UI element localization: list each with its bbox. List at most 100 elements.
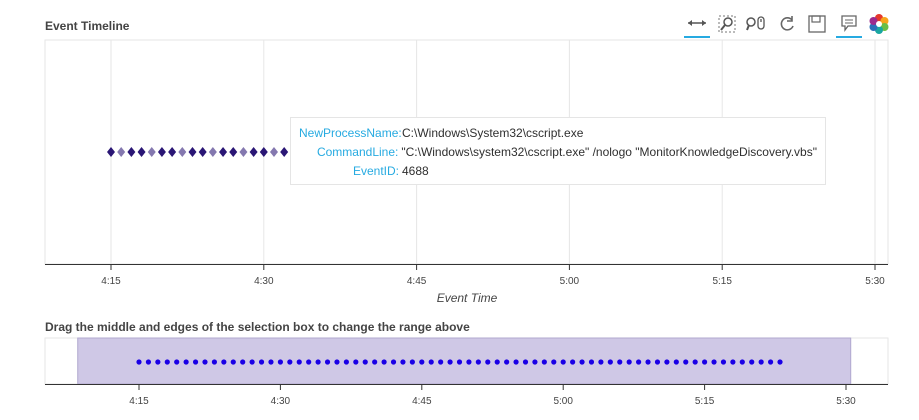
range-event-point xyxy=(532,359,538,365)
range-event-point xyxy=(419,359,425,365)
range-event-point xyxy=(296,359,302,365)
event-point[interactable] xyxy=(168,147,177,157)
range-event-point xyxy=(494,359,500,365)
event-point[interactable] xyxy=(239,147,248,157)
event-point[interactable] xyxy=(137,147,146,157)
hover-icon xyxy=(841,15,857,32)
range-event-point xyxy=(428,359,434,365)
bokeh-logo-icon xyxy=(869,14,889,34)
range-event-point xyxy=(447,359,453,365)
event-point[interactable] xyxy=(280,147,289,157)
range-event-point xyxy=(692,359,698,365)
event-point[interactable] xyxy=(127,147,136,157)
range-event-point xyxy=(636,359,642,365)
tooltip-row: CommandLine: "C:\Windows\system32\cscript… xyxy=(299,143,817,162)
range-event-point xyxy=(551,359,557,365)
range-event-point xyxy=(409,359,415,365)
range-event-point xyxy=(334,359,340,365)
range-event-point xyxy=(541,359,547,365)
event-point[interactable] xyxy=(259,147,268,157)
save-button[interactable] xyxy=(804,10,830,38)
pan-tool-button[interactable] xyxy=(684,10,710,38)
hover-tooltip: NewProcessName: C:\Windows\System32\cscri… xyxy=(290,117,826,185)
range-tick-label: 5:15 xyxy=(695,396,715,407)
range-event-point xyxy=(664,359,670,365)
range-event-point xyxy=(598,359,604,365)
range-event-point xyxy=(456,359,463,365)
range-event-point xyxy=(475,359,481,365)
tooltip-row: EventID: 4688 xyxy=(299,162,817,181)
range-event-point xyxy=(767,359,774,365)
range-tick-label: 4:45 xyxy=(412,396,432,407)
chart-toolbar xyxy=(680,10,900,40)
event-point[interactable] xyxy=(208,147,217,157)
range-event-point xyxy=(513,359,519,365)
range-event-point xyxy=(570,359,576,365)
range-event-point xyxy=(192,359,199,365)
event-point[interactable] xyxy=(219,147,228,157)
event-point[interactable] xyxy=(188,147,197,157)
event-point[interactable] xyxy=(147,147,156,157)
event-point[interactable] xyxy=(157,147,166,157)
range-event-point xyxy=(758,359,764,365)
range-event-point xyxy=(466,359,472,365)
tooltip-row: NewProcessName: C:\Windows\System32\cscri… xyxy=(299,124,817,143)
event-point[interactable] xyxy=(269,147,278,157)
range-event-point xyxy=(306,359,312,365)
main-x-axis-label: Event Time xyxy=(437,291,498,305)
event-point[interactable] xyxy=(229,147,238,157)
range-event-point xyxy=(353,359,359,365)
range-event-point xyxy=(617,359,623,365)
range-event-point xyxy=(390,359,397,365)
range-event-point xyxy=(400,359,406,365)
range-event-point xyxy=(777,359,783,365)
main-tick-label: 5:00 xyxy=(560,276,580,287)
box-zoom-button[interactable] xyxy=(714,10,740,38)
range-event-point xyxy=(438,359,444,365)
range-event-point xyxy=(268,359,274,365)
range-event-point xyxy=(673,359,679,365)
range-event-point xyxy=(240,359,246,365)
wheel-zoom-button[interactable] xyxy=(742,10,768,38)
range-event-point xyxy=(258,359,265,365)
range-event-point xyxy=(202,359,208,365)
range-tick-label: 4:15 xyxy=(129,396,149,407)
range-event-point xyxy=(221,359,227,365)
range-event-point xyxy=(277,359,283,365)
range-event-point xyxy=(211,359,218,365)
range-tick-label: 5:00 xyxy=(553,396,573,407)
range-event-point xyxy=(626,359,632,365)
range-event-point xyxy=(522,359,529,365)
main-tick-label: 4:15 xyxy=(101,276,121,287)
pan-tool-icon xyxy=(688,20,706,26)
range-event-point xyxy=(749,359,755,365)
reset-icon xyxy=(780,16,794,31)
range-tick-label: 4:30 xyxy=(271,396,291,407)
main-tick-label: 5:30 xyxy=(865,276,885,287)
range-event-point xyxy=(739,359,745,365)
tooltip-value: "C:\Windows\system32\cscript.exe" /nolog… xyxy=(401,145,817,159)
range-event-point xyxy=(579,359,585,365)
range-event-point xyxy=(174,359,180,365)
event-point[interactable] xyxy=(178,147,187,157)
range-event-point xyxy=(645,359,651,365)
event-point[interactable] xyxy=(107,147,115,157)
range-event-point xyxy=(607,359,613,365)
range-event-point xyxy=(381,359,387,365)
range-event-point xyxy=(560,359,566,365)
event-point[interactable] xyxy=(198,147,207,157)
hover-tool-button[interactable] xyxy=(836,10,862,38)
range-tick-label: 5:30 xyxy=(836,396,856,407)
bokeh-logo-button[interactable] xyxy=(866,10,892,38)
box-zoom-icon xyxy=(718,15,736,33)
range-event-point xyxy=(362,359,368,365)
range-event-point xyxy=(183,359,189,365)
tooltip-value: C:\Windows\System32\cscript.exe xyxy=(402,126,584,140)
reset-button[interactable] xyxy=(774,10,800,38)
main-tick-label: 4:45 xyxy=(407,276,427,287)
range-event-point xyxy=(702,359,708,365)
event-point[interactable] xyxy=(249,147,258,157)
tooltip-key: CommandLine: xyxy=(316,145,399,159)
event-point[interactable] xyxy=(117,147,126,157)
